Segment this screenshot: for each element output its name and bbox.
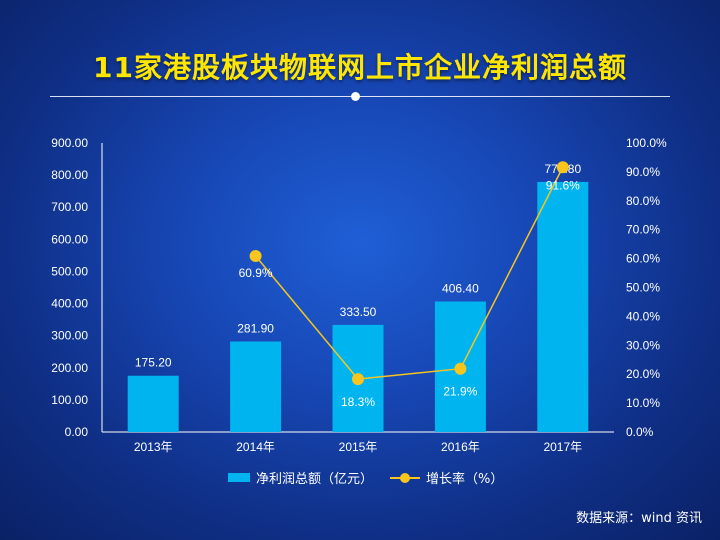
y-left-tick-label: 500.00 <box>51 264 88 278</box>
growth-value-label: 21.9% <box>443 385 477 399</box>
bar-value-label: 406.40 <box>442 282 479 296</box>
growth-line <box>255 166 564 380</box>
title-divider <box>50 96 670 97</box>
y-right-tick-label: 30.0% <box>626 338 660 352</box>
legend-item-bar: 净利润总额（亿元） <box>228 468 373 487</box>
y-right-tick-label: 0.0% <box>626 425 654 439</box>
y-left-tick-label: 400.00 <box>51 297 88 311</box>
x-tick-label: 2016年 <box>441 440 480 454</box>
y-left-tick-label: 600.00 <box>51 232 88 246</box>
y-left-tick-label: 100.00 <box>51 393 88 407</box>
y-right-tick-label: 90.0% <box>626 165 660 179</box>
bar <box>537 181 589 432</box>
title-divider-dot <box>351 92 360 101</box>
legend-line-swatch <box>390 472 420 484</box>
y-right-tick-label: 20.0% <box>626 367 660 381</box>
legend-bar-label: 净利润总额（亿元） <box>256 472 374 487</box>
legend: 净利润总额（亿元） 增长率（%） <box>0 468 720 488</box>
growth-value-label: 18.3% <box>341 395 375 409</box>
chart-title: 11家港股板块物联网上市企业净利润总额 <box>93 51 627 84</box>
x-tick-label: 2014年 <box>236 440 275 454</box>
growth-point <box>556 161 569 174</box>
y-right-tick-label: 60.0% <box>626 252 660 266</box>
growth-point <box>454 362 467 375</box>
bar-value-label: 281.90 <box>237 321 274 335</box>
y-left-tick-label: 200.00 <box>51 361 88 375</box>
source-note: 数据来源：wind 资讯 <box>576 511 702 526</box>
growth-value-label: 91.6% <box>546 178 580 192</box>
y-left-tick-label: 300.00 <box>51 329 88 343</box>
x-tick-label: 2017年 <box>543 440 582 454</box>
x-tick-label: 2013年 <box>134 440 173 454</box>
y-right-tick-label: 50.0% <box>626 281 660 295</box>
y-left-tick-label: 900.00 <box>51 136 88 150</box>
growth-point <box>249 249 262 262</box>
growth-value-label: 60.9% <box>239 266 273 280</box>
y-right-tick-label: 70.0% <box>626 223 660 237</box>
y-left-tick-label: 0.00 <box>65 425 89 439</box>
bar <box>127 375 179 432</box>
legend-item-line: 增长率（%） <box>390 468 503 487</box>
y-right-tick-label: 80.0% <box>626 194 660 208</box>
x-tick-label: 2015年 <box>339 440 378 454</box>
y-left-tick-label: 800.00 <box>51 168 88 182</box>
bar-value-label: 175.20 <box>135 356 172 370</box>
bar-value-label: 333.50 <box>340 305 377 319</box>
y-right-tick-label: 100.0% <box>626 136 667 150</box>
bar <box>230 341 282 432</box>
y-right-tick-label: 40.0% <box>626 309 660 323</box>
y-left-tick-label: 700.00 <box>51 200 88 214</box>
y-right-tick-label: 10.0% <box>626 396 660 410</box>
legend-line-label: 增长率（%） <box>426 472 504 487</box>
growth-point <box>352 373 364 386</box>
legend-bar-swatch <box>228 473 250 482</box>
